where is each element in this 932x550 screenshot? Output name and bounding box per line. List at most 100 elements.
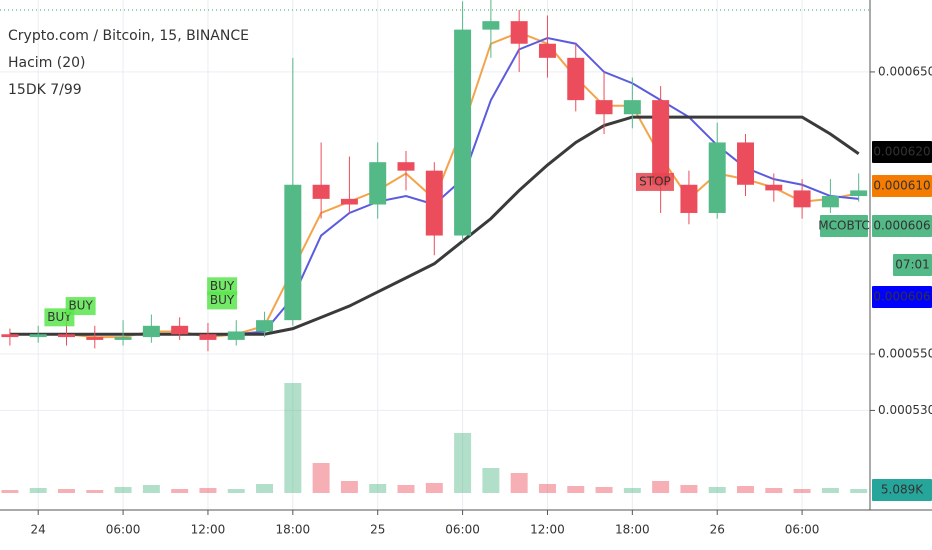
volume-bar [227, 489, 245, 493]
volume-bar [652, 481, 670, 493]
candle-body [708, 142, 726, 213]
candle-body [793, 190, 811, 208]
candle-body [623, 100, 641, 115]
price-badge [872, 479, 932, 501]
candle-body [340, 198, 358, 205]
signal-badge [207, 291, 238, 310]
volume-bar [256, 484, 274, 493]
candle-body [29, 334, 47, 338]
volume-bar [793, 489, 811, 493]
candle-body [425, 170, 443, 236]
price-badge-label: 0.000610 [873, 179, 930, 193]
signal-badge [207, 277, 238, 296]
price-badge [872, 141, 932, 163]
x-tick-label: 25 [370, 523, 385, 537]
price-badge-label: MCOBTC [818, 219, 869, 233]
signal-label: BUY [68, 299, 93, 313]
price-badge [893, 254, 932, 276]
y-tick-label: 0.000650 [878, 64, 932, 78]
candle-body [227, 331, 245, 340]
candle-body [256, 320, 274, 332]
price-badge-label: 0.000606 [873, 219, 930, 233]
volume-bar [142, 485, 160, 493]
x-tick-label: 18:00 [615, 523, 650, 537]
y-tick-label: 0.000550 [878, 347, 932, 361]
volume-bar [454, 433, 472, 493]
plot [1, 0, 868, 493]
x-tick-label: 06:00 [106, 523, 141, 537]
volume-bar [58, 489, 75, 493]
candle-body [850, 190, 868, 197]
candle-body [397, 162, 415, 171]
signal-badge [65, 297, 96, 316]
x-tick-label: 12:00 [191, 523, 226, 537]
x-tick-label: 06:00 [785, 523, 820, 537]
y-tick-label: 0.000530 [878, 403, 932, 417]
volume-bar [765, 488, 783, 493]
volume-bar [850, 489, 868, 493]
candle-body [567, 57, 585, 101]
volume-bar [114, 487, 132, 493]
x-tick-label: 06:00 [445, 523, 480, 537]
candle-body [454, 29, 472, 236]
price-badge [872, 286, 932, 308]
candle-body [199, 334, 217, 340]
volume-bar [312, 463, 330, 493]
price-badge-label: 07:01 [895, 258, 930, 272]
volume-bar [86, 490, 104, 493]
volume-bar [199, 488, 217, 493]
volume-bar [680, 485, 698, 493]
candle-body [510, 21, 528, 44]
candle-body [58, 334, 75, 338]
x-tick-label: 24 [31, 523, 46, 537]
price-badge-label: 5.089K [881, 483, 924, 497]
candle-body [538, 43, 556, 58]
candle-body [284, 184, 302, 321]
volume-bar [29, 488, 47, 493]
candle-body [482, 21, 500, 30]
volume-bar [510, 473, 528, 493]
signal-label: BUY [210, 279, 235, 293]
indicator-label: Hacim (20) [8, 55, 86, 71]
volume-bar [595, 487, 613, 493]
candle-body [1, 334, 19, 338]
price-badge [872, 175, 932, 197]
price-badge [820, 215, 868, 237]
signal-label: STOP [639, 174, 671, 188]
volume-bar [538, 484, 556, 493]
volume-bar [340, 481, 358, 493]
candle-body [312, 184, 330, 199]
x-tick-label: 12:00 [530, 523, 565, 537]
volume-bar [821, 488, 839, 493]
candle-body [86, 337, 104, 340]
indicator-label: 15DK 7/99 [8, 82, 82, 98]
candle-body [821, 196, 839, 208]
candle-body [680, 184, 698, 213]
volume-bar [397, 485, 415, 493]
candle-body [369, 162, 387, 205]
x-tick-label: 26 [710, 523, 725, 537]
volume-bar [425, 483, 443, 493]
candle-body [171, 325, 189, 335]
volume-bar [284, 383, 302, 493]
candle-body [114, 337, 132, 340]
candle-body [142, 325, 160, 338]
x-tick-label: 18:00 [276, 523, 311, 537]
candle-body [765, 184, 783, 191]
signal-badge [635, 172, 674, 191]
volume-bar [737, 486, 754, 493]
volume-bar [482, 468, 500, 493]
volume-bar [1, 490, 19, 493]
volume-bar [171, 489, 189, 493]
price-badge [872, 215, 932, 237]
volume-bar [708, 487, 726, 493]
price-badge-label: 0.000620 [873, 145, 930, 159]
volume-bar [567, 486, 585, 493]
signal-label: BUY [210, 293, 235, 307]
candle-body [595, 100, 613, 115]
candle-body [737, 142, 754, 185]
candle-body [652, 100, 670, 185]
price-badge-label: 0.000606 [873, 290, 930, 304]
chart-title: Crypto.com / Bitcoin, 15, BINANCE [8, 28, 249, 44]
